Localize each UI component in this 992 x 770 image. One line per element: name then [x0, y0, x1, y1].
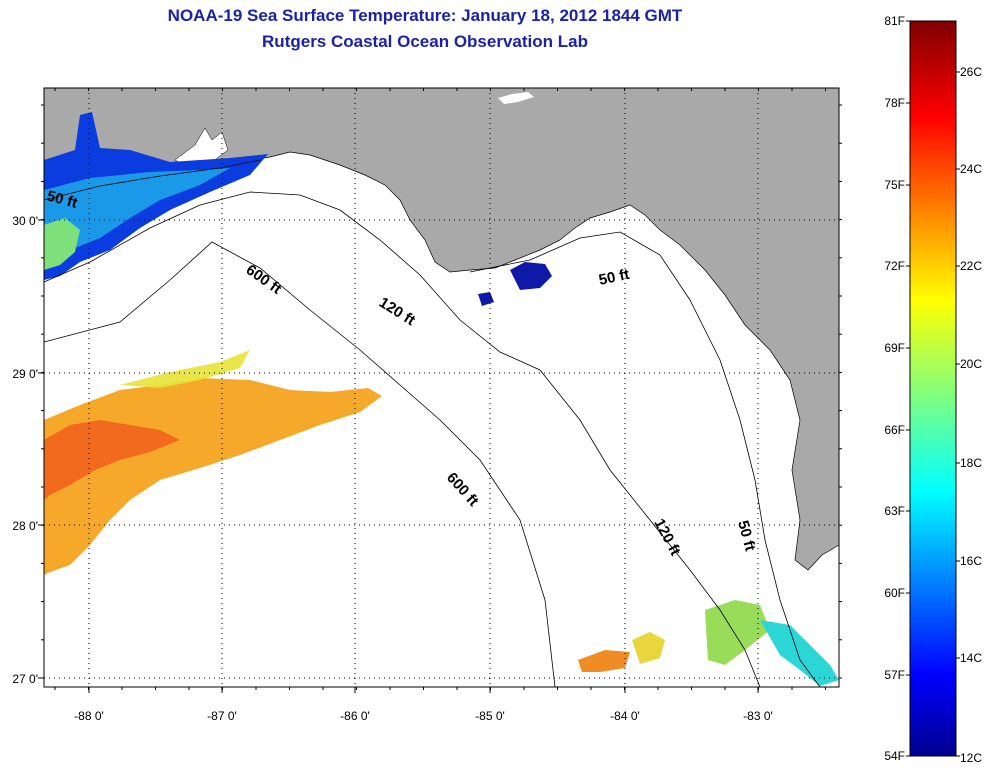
- colorbar-f-label: 63F: [884, 504, 905, 518]
- lat-label: 27 0': [12, 672, 38, 686]
- colorbar-c-label: 14C: [960, 651, 982, 665]
- colorbar-c-label: 16C: [960, 554, 982, 568]
- chart-title: NOAA-19 Sea Surface Temperature: January…: [167, 6, 683, 25]
- colorbar-f-label: 57F: [884, 668, 905, 682]
- lon-label: -83 0': [743, 709, 773, 723]
- colorbar-f-label: 81F: [884, 14, 905, 28]
- colorbar-c-label: 12C: [960, 751, 982, 765]
- sst-cyan-patch-south: [760, 620, 839, 686]
- lat-label: 29 0': [12, 367, 38, 381]
- colorbar-f-label: 78F: [884, 96, 905, 110]
- axis-ticks: [38, 88, 842, 693]
- sst-green-patch-south: [705, 600, 770, 665]
- lon-label: -86 0': [340, 709, 370, 723]
- chart-subtitle: Rutgers Coastal Ocean Observation Lab: [262, 32, 588, 51]
- colorbar-c-label: 26C: [960, 65, 982, 79]
- colorbar: [909, 20, 957, 757]
- sst-green-patch-nw: [44, 218, 80, 270]
- colorbar-c-label: 22C: [960, 259, 982, 273]
- contour-label-50ft-east: 50 ft: [597, 266, 631, 289]
- colorbar-c-label: 18C: [960, 456, 982, 470]
- colorbar-f-label: 75F: [884, 178, 905, 192]
- colorbar-f-label: 69F: [884, 341, 905, 355]
- colorbar-c-label: 20C: [960, 357, 982, 371]
- lat-label: 28 0': [12, 519, 38, 533]
- contour-50ft-west: [44, 159, 261, 201]
- sst-yellow-patch-south: [632, 632, 665, 664]
- contour-600ft: [44, 241, 556, 687]
- colorbar-ticks: [906, 20, 960, 757]
- colorbar-c-label: 24C: [960, 162, 982, 176]
- sst-cold-patch-small: [478, 292, 494, 306]
- map-frame: [43, 87, 840, 688]
- colorbar-f-label: 60F: [884, 586, 905, 600]
- lake: [498, 92, 534, 104]
- colorbar-f-label: 72F: [884, 259, 905, 273]
- contour-50ft-east: [469, 231, 821, 687]
- sst-cool-patch-nw: [44, 168, 230, 258]
- lon-label: -85 0': [475, 709, 505, 723]
- sst-warm-patch-south: [578, 650, 630, 672]
- colorbar-f-label: 54F: [884, 749, 905, 763]
- lon-label: -87 0': [207, 709, 237, 723]
- sst-hot-patch-main: [44, 420, 180, 500]
- sst-cold-patch-bay: [510, 262, 552, 290]
- sst-yellow-patch-edge: [120, 350, 250, 388]
- contour-120ft: [44, 191, 761, 687]
- colorbar-f-label: 66F: [884, 423, 905, 437]
- lon-label: -88 0': [74, 709, 104, 723]
- lat-label: 30 0': [12, 214, 38, 228]
- lon-label: -84 0': [610, 709, 640, 723]
